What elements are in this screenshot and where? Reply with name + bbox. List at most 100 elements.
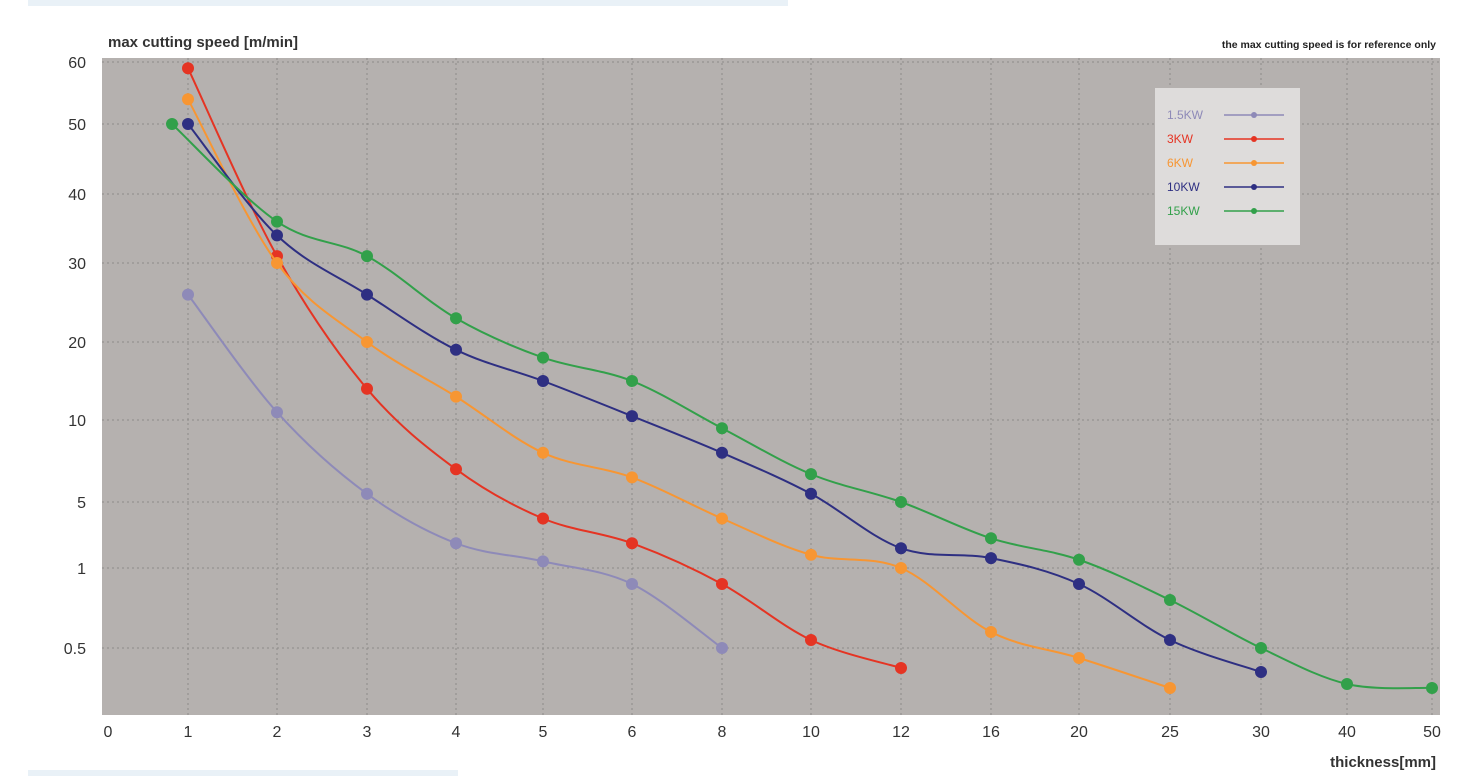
legend-marker-15kw — [1251, 208, 1257, 214]
y-tick-label: 0.5 — [64, 641, 86, 658]
data-point-15kw — [1341, 678, 1353, 690]
x-tick-label: 2 — [273, 724, 282, 741]
y-tick-label: 10 — [68, 413, 86, 430]
data-point-15kw — [1255, 642, 1267, 654]
legend-marker-3kw — [1251, 136, 1257, 142]
x-tick-label: 4 — [452, 724, 461, 741]
x-tick-label: 1 — [184, 724, 193, 741]
x-tick-label: 10 — [802, 724, 820, 741]
legend-marker-1-5kw — [1251, 112, 1257, 118]
data-point-15kw — [1164, 594, 1176, 606]
data-point-15kw — [1073, 553, 1085, 566]
y-tick-label: 1 — [77, 561, 86, 578]
series-group — [166, 62, 1438, 694]
data-point-1-5kw — [182, 288, 194, 301]
data-point-15kw — [626, 375, 638, 387]
x-tick-label: 8 — [718, 724, 727, 741]
data-point-3kw — [450, 463, 462, 476]
data-point-10kw — [537, 375, 549, 387]
data-point-6kw — [985, 626, 997, 638]
x-axis-label: thickness[mm] — [1330, 754, 1436, 771]
legend-marker-6kw — [1251, 160, 1257, 166]
y-tick-label: 5 — [77, 495, 86, 512]
y-axis-ticks: 60 50 40 30 20 10 5 1 0.5 — [64, 55, 86, 658]
data-point-1-5kw — [537, 555, 549, 568]
data-point-6kw — [271, 257, 283, 269]
data-point-6kw — [1164, 682, 1176, 694]
legend-label-6kw: 6KW — [1167, 156, 1194, 170]
data-point-3kw — [716, 578, 728, 590]
data-point-10kw — [450, 343, 462, 356]
data-point-15kw — [1426, 682, 1438, 694]
data-point-3kw — [182, 62, 194, 75]
data-point-1-5kw — [361, 487, 373, 500]
data-point-6kw — [716, 512, 728, 525]
x-tick-label: 12 — [892, 724, 910, 741]
x-tick-label: 6 — [628, 724, 637, 741]
y-tick-label: 30 — [68, 256, 86, 273]
data-point-15kw — [271, 215, 283, 228]
data-point-15kw — [805, 468, 817, 481]
data-point-15kw — [537, 351, 549, 364]
data-point-6kw — [361, 336, 373, 348]
y-tick-label: 50 — [68, 117, 86, 134]
y-tick-label: 20 — [68, 335, 86, 352]
data-point-1-5kw — [450, 537, 462, 550]
y-tick-label: 40 — [68, 187, 86, 204]
x-tick-label: 0 — [104, 724, 113, 741]
data-point-10kw — [361, 288, 373, 301]
data-point-3kw — [805, 634, 817, 646]
data-point-10kw — [626, 410, 638, 423]
data-point-6kw — [1073, 652, 1085, 664]
top-decor-strip — [28, 0, 788, 6]
y-tick-label: 60 — [68, 55, 86, 72]
legend-marker-10kw — [1251, 184, 1257, 190]
data-point-15kw — [361, 250, 373, 263]
legend-label-3kw: 3KW — [1167, 132, 1194, 146]
data-point-6kw — [895, 562, 907, 574]
data-point-10kw — [182, 118, 194, 130]
x-tick-label: 5 — [539, 724, 548, 741]
data-point-10kw — [1164, 634, 1176, 646]
data-point-10kw — [716, 446, 728, 459]
data-point-15kw — [450, 312, 462, 325]
x-tick-label: 20 — [1070, 724, 1088, 741]
x-tick-label: 40 — [1338, 724, 1356, 741]
x-tick-label: 30 — [1252, 724, 1270, 741]
data-point-10kw — [271, 229, 283, 242]
data-point-6kw — [450, 390, 462, 403]
y-axis-label: max cutting speed [m/min] — [108, 34, 298, 51]
reference-note: the max cutting speed is for reference o… — [1222, 39, 1436, 51]
data-point-1-5kw — [716, 642, 728, 654]
data-point-15kw — [716, 422, 728, 435]
bottom-decor-strip — [28, 770, 458, 776]
x-axis-ticks: 0 1 2 3 4 5 6 8 10 12 16 20 25 30 40 50 — [104, 724, 1441, 741]
data-point-15kw — [985, 532, 997, 545]
x-tick-label: 25 — [1161, 724, 1179, 741]
data-point-10kw — [1073, 578, 1085, 590]
data-point-1-5kw — [271, 406, 283, 419]
data-point-6kw — [805, 548, 817, 561]
data-point-3kw — [537, 512, 549, 525]
data-point-3kw — [361, 382, 373, 395]
data-point-3kw — [626, 537, 638, 550]
data-point-1-5kw — [626, 578, 638, 590]
x-tick-label: 50 — [1423, 724, 1441, 741]
data-point-15kw — [166, 118, 178, 130]
legend-box — [1155, 88, 1300, 245]
data-point-3kw — [895, 662, 907, 674]
data-point-15kw — [895, 496, 907, 508]
data-point-6kw — [537, 446, 549, 459]
legend: 1.5KW 3KW 6KW 10KW 15KW — [1155, 88, 1300, 245]
data-point-10kw — [895, 542, 907, 555]
x-tick-label: 16 — [982, 724, 1000, 741]
data-point-6kw — [182, 93, 194, 106]
legend-label-1-5kw: 1.5KW — [1167, 108, 1204, 122]
legend-label-15kw: 15KW — [1167, 204, 1200, 218]
data-point-10kw — [985, 552, 997, 565]
data-point-10kw — [805, 487, 817, 500]
x-tick-label: 3 — [363, 724, 372, 741]
data-point-6kw — [626, 471, 638, 484]
